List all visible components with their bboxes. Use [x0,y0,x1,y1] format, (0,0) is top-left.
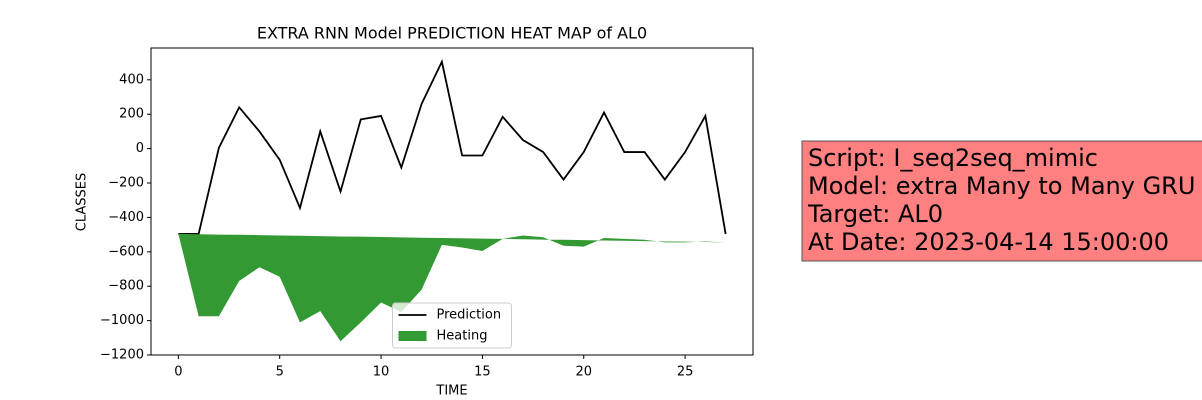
line [178,59,727,235]
text-box-line: At Date: 2023-04-14 15:00:00 [808,228,1169,256]
y-tick-label: 0 [136,141,144,156]
x-tick-label: 20 [575,365,592,380]
y-tick-label: 200 [119,107,144,122]
x-tick-label: 5 [276,365,284,380]
plot-frame [150,47,754,356]
y-tick-label: −200 [108,176,144,191]
y-tick-label: −600 [108,244,144,259]
legend-label: Prediction [437,308,502,323]
text-box-line: Script: I_seq2seq_mimic [808,144,1098,172]
y-tick-label: −400 [108,210,144,225]
chart-title: EXTRA RNN Model PREDICTION HEAT MAP of A… [257,24,647,43]
text-box-line: Target: AL0 [807,200,943,228]
y-tick-label: −1000 [100,313,144,328]
x-tick-label: 10 [373,365,390,380]
legend-swatch [398,331,427,341]
y-tick-label: −800 [108,279,144,294]
area [178,233,726,342]
text-box [801,140,1202,262]
legend-label: Heating [437,329,488,344]
x-tick-label: 25 [677,365,694,380]
x-axis-label: TIME [435,384,467,399]
y-tick-label: 400 [119,72,144,87]
x-tick-label: 0 [174,365,182,380]
y-tick-label: −1200 [100,348,144,363]
y-axis-label: CLASSES [75,173,90,231]
text-box-line: Model: extra Many to Many GRU [808,172,1195,200]
x-tick-label: 15 [474,365,491,380]
